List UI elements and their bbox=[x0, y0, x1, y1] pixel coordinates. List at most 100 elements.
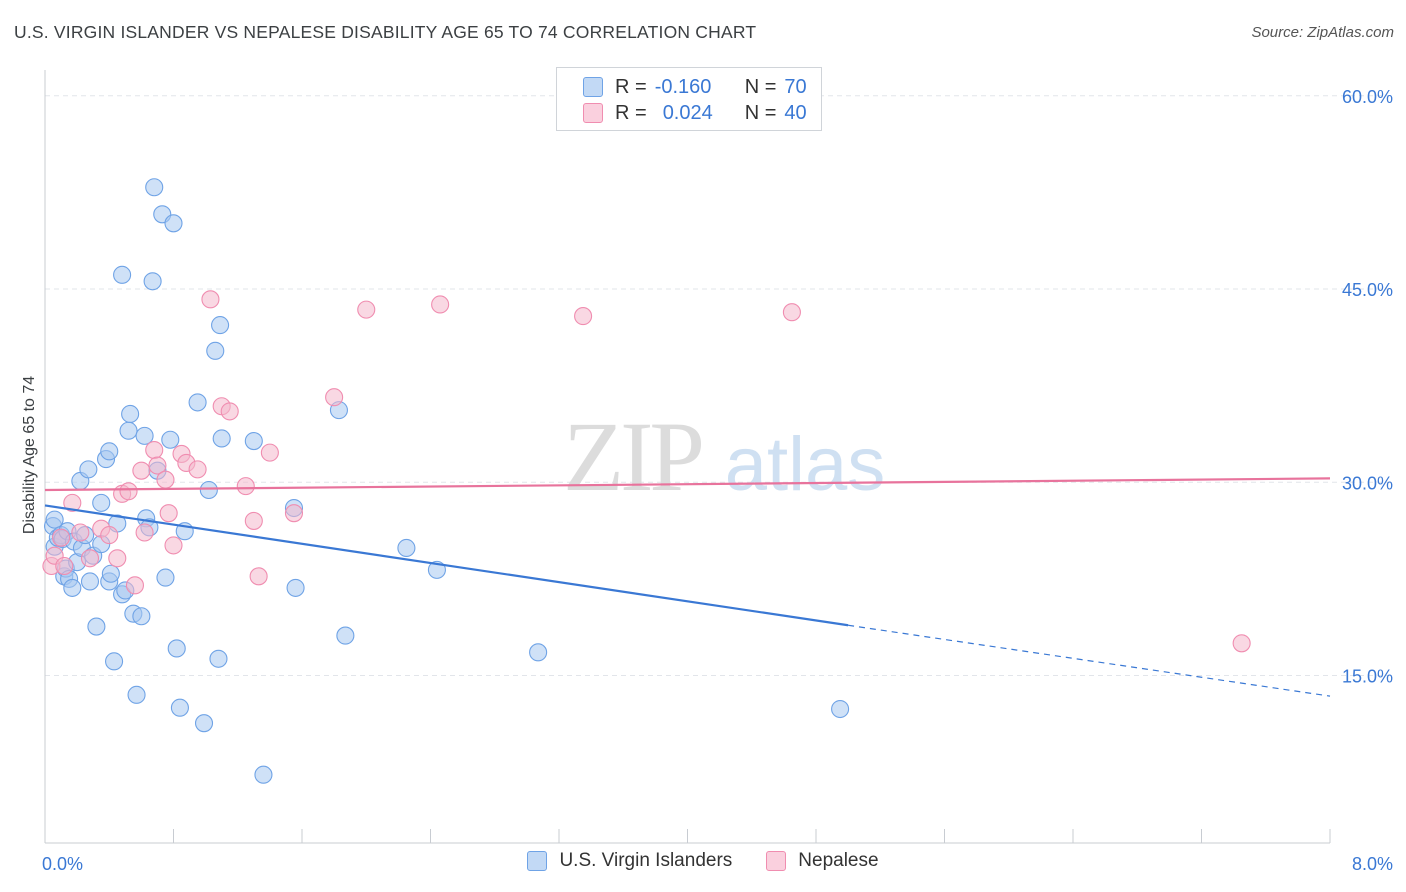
data-point bbox=[45, 510, 64, 529]
legend-r-value: 0.024 bbox=[662, 101, 713, 124]
legend-r-label: R = bbox=[615, 75, 647, 98]
legend-swatch-blue bbox=[527, 851, 548, 871]
data-point bbox=[87, 617, 106, 636]
grid-lines bbox=[45, 95, 1393, 677]
legend-n-value: 40 bbox=[784, 101, 807, 124]
legend-swatch-pink bbox=[583, 103, 603, 123]
data-point bbox=[135, 523, 154, 542]
data-point bbox=[167, 639, 186, 658]
data-point bbox=[101, 564, 120, 583]
data-point bbox=[244, 431, 263, 451]
legend-item-virgin-islanders: U.S. Virgin Islanders bbox=[527, 850, 732, 872]
series-nepalese bbox=[42, 290, 1251, 653]
data-point bbox=[135, 426, 154, 445]
data-point bbox=[63, 578, 82, 597]
data-point bbox=[92, 493, 111, 512]
legend-row-nepalese: R = 0.024 N = 40 bbox=[583, 99, 807, 127]
data-point bbox=[148, 456, 167, 475]
data-point bbox=[63, 493, 82, 512]
data-point bbox=[145, 441, 164, 460]
x-tick-label: 0.0% bbox=[42, 854, 83, 874]
data-point bbox=[108, 549, 127, 568]
data-point bbox=[284, 504, 304, 523]
trend-line-dashed bbox=[848, 624, 1331, 697]
trend-line-solid bbox=[44, 504, 849, 627]
data-point bbox=[1232, 634, 1251, 653]
correlation-legend: R = -0.160 N = 70 R = 0.024 N = 40 bbox=[556, 67, 822, 131]
data-point bbox=[325, 388, 344, 407]
source-credit: Source: ZipAtlas.com bbox=[1251, 24, 1394, 41]
data-point bbox=[574, 307, 593, 326]
data-point bbox=[286, 578, 305, 597]
data-point bbox=[125, 576, 144, 595]
data-point bbox=[105, 652, 124, 671]
legend-swatch-pink bbox=[766, 851, 787, 871]
data-point bbox=[127, 685, 146, 704]
data-point bbox=[80, 549, 100, 568]
legend-swatch-blue bbox=[583, 77, 603, 97]
data-point bbox=[212, 429, 231, 448]
tick-labels: 15.0% 30.0% 45.0% 60.0% 0.0% 8.0% bbox=[42, 87, 1393, 874]
axes bbox=[44, 70, 1331, 844]
data-point bbox=[71, 523, 90, 542]
data-point bbox=[52, 528, 71, 547]
legend-n-label: N = bbox=[744, 101, 777, 124]
data-point bbox=[199, 480, 218, 500]
data-point bbox=[188, 393, 207, 412]
data-point bbox=[161, 430, 180, 449]
watermark-zip: ZIP bbox=[563, 401, 701, 512]
y-tick-label: 45.0% bbox=[1342, 280, 1393, 300]
legend-n-value: 70 bbox=[784, 75, 807, 98]
data-point bbox=[431, 295, 450, 314]
data-point bbox=[100, 442, 119, 461]
data-point bbox=[336, 626, 355, 645]
trend-line bbox=[44, 477, 1331, 492]
data-point bbox=[113, 265, 132, 284]
data-point bbox=[100, 526, 119, 545]
data-point bbox=[55, 556, 74, 576]
data-point bbox=[188, 460, 207, 479]
data-point bbox=[170, 698, 189, 717]
legend-label: Nepalese bbox=[798, 850, 879, 871]
data-point bbox=[397, 538, 416, 558]
data-point bbox=[529, 643, 548, 662]
y-tick-label: 60.0% bbox=[1342, 87, 1393, 107]
data-point bbox=[143, 272, 162, 291]
data-point bbox=[244, 511, 263, 530]
data-point bbox=[206, 341, 225, 360]
data-point bbox=[132, 607, 151, 626]
data-point bbox=[260, 443, 279, 462]
data-point bbox=[164, 214, 183, 233]
watermark: ZIP atlas bbox=[563, 401, 885, 512]
data-point bbox=[79, 460, 98, 479]
data-point bbox=[254, 765, 273, 784]
series-legend: U.S. Virgin Islanders Nepalese bbox=[0, 850, 1406, 872]
trend-lines bbox=[44, 477, 1331, 697]
data-point bbox=[211, 316, 230, 335]
chart-title: U.S. VIRGIN ISLANDER VS NEPALESE DISABIL… bbox=[14, 22, 757, 42]
legend-n-label: N = bbox=[744, 75, 777, 98]
data-point bbox=[249, 567, 268, 586]
data-point bbox=[782, 303, 801, 322]
data-point bbox=[121, 404, 140, 424]
data-point bbox=[119, 482, 138, 501]
legend-item-nepalese: Nepalese bbox=[766, 850, 879, 872]
data-point bbox=[201, 290, 220, 309]
data-point bbox=[80, 572, 100, 591]
y-tick-label: 30.0% bbox=[1342, 473, 1393, 493]
data-point bbox=[164, 536, 183, 555]
watermark-atlas: atlas bbox=[725, 422, 886, 507]
y-tick-label: 15.0% bbox=[1342, 667, 1393, 687]
data-point bbox=[132, 461, 151, 480]
data-point bbox=[156, 470, 175, 489]
data-point bbox=[831, 699, 850, 719]
legend-r-value: -0.160 bbox=[654, 75, 712, 98]
data-point bbox=[145, 178, 164, 197]
legend-row-virgin-islanders: R = -0.160 N = 70 bbox=[583, 73, 807, 101]
legend-label: U.S. Virgin Islanders bbox=[559, 850, 733, 871]
data-point bbox=[220, 402, 239, 421]
data-point bbox=[209, 649, 228, 668]
data-point bbox=[119, 421, 138, 440]
legend-r-label: R = bbox=[615, 101, 647, 124]
data-point bbox=[236, 477, 255, 496]
